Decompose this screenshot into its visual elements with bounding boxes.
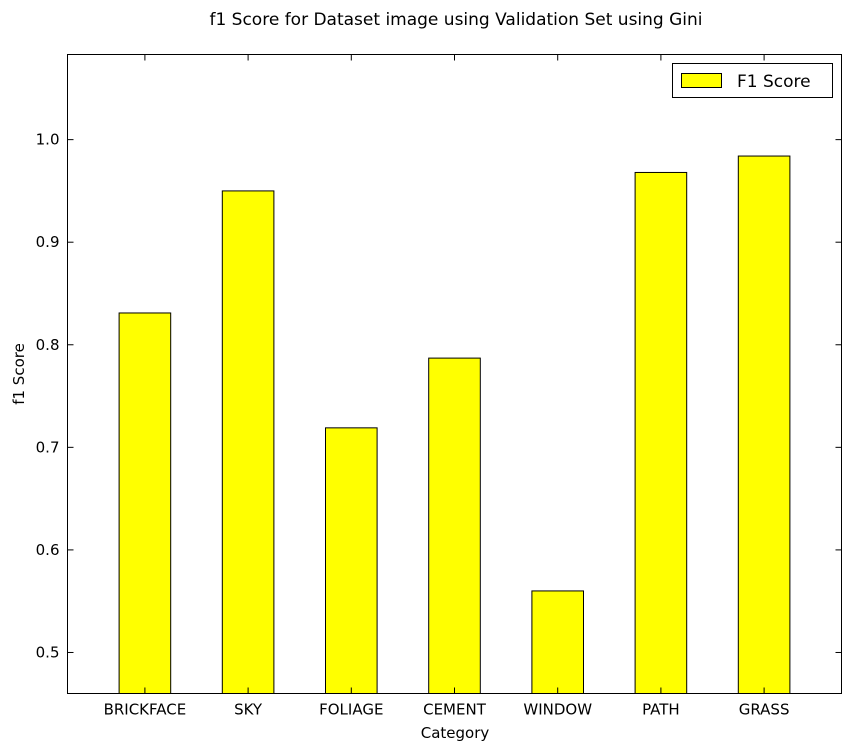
- x-tick-label-path: PATH: [642, 701, 680, 719]
- bar-cement: [428, 357, 481, 694]
- y-tick-label-0.9: 0.9: [36, 233, 60, 251]
- chart-title: f1 Score for Dataset image using Validat…: [209, 10, 702, 30]
- y-axis-title: f1 Score: [10, 343, 28, 405]
- bar-grass: [737, 155, 791, 694]
- x-tick-label-grass: GRASS: [739, 701, 790, 719]
- y-tick-label-0.6: 0.6: [36, 541, 60, 559]
- bars-group: [118, 155, 791, 695]
- bar-foliage: [325, 427, 378, 694]
- y-tick-label-0.8: 0.8: [36, 336, 60, 354]
- x-axis-title: Category: [421, 724, 490, 742]
- bar-sky: [221, 190, 275, 694]
- legend-label-f1-score: F1 Score: [737, 72, 811, 92]
- legend-swatch: [681, 73, 722, 88]
- legend: F1 Score: [672, 63, 833, 98]
- bar-brickface: [118, 312, 172, 694]
- x-tick-label-foliage: FOLIAGE: [319, 701, 383, 719]
- x-tick-label-sky: SKY: [234, 701, 263, 719]
- bar-window: [531, 590, 585, 694]
- plot-frame: [67, 54, 842, 694]
- x-tick-label-cement: CEMENT: [423, 701, 487, 719]
- y-tick-label-0.7: 0.7: [36, 438, 60, 456]
- y-tick-label-1.0: 1.0: [36, 131, 60, 149]
- ticks-group: [67, 54, 842, 694]
- tick-labels-group: BRICKFACE SKY FOLIAGE CEMENT WINDOW PATH GRASS…: [36, 131, 790, 719]
- x-tick-label-window: WINDOW: [523, 701, 592, 719]
- y-tick-label-0.5: 0.5: [36, 643, 60, 661]
- bar-path: [634, 171, 688, 695]
- x-tick-label-brickface: BRICKFACE: [104, 701, 187, 719]
